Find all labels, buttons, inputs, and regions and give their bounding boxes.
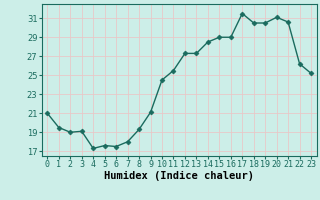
- X-axis label: Humidex (Indice chaleur): Humidex (Indice chaleur): [104, 171, 254, 181]
